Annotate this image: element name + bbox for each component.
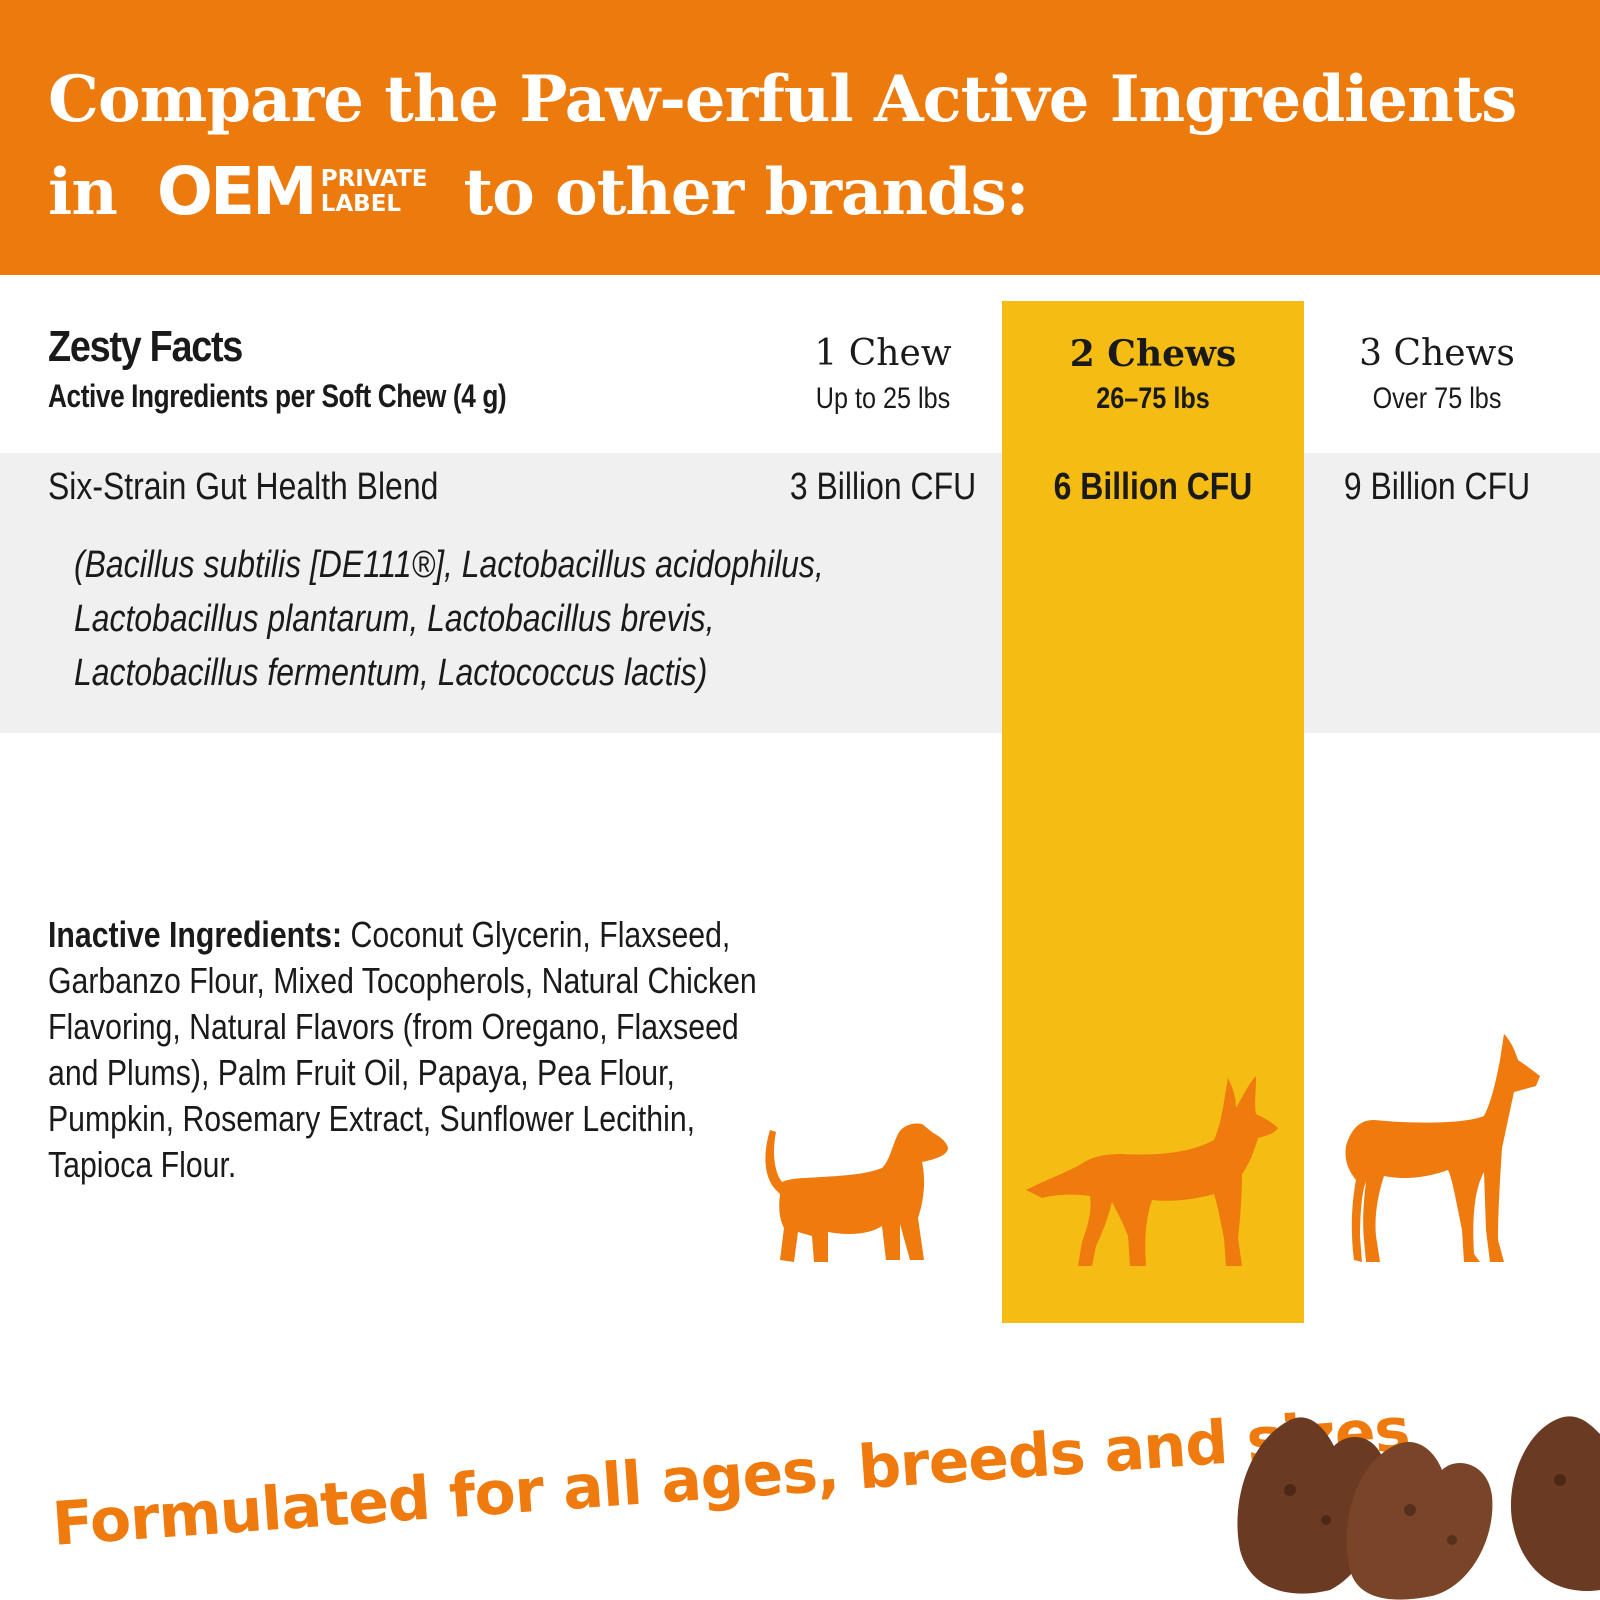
column-header-3-chews: 3 Chews Over 75 lbs <box>1287 328 1587 416</box>
logo-label: LABEL <box>320 191 402 217</box>
soft-chew-treats-image <box>1237 1416 1600 1600</box>
inactive-line: Inactive Ingredients: Coconut Glycerin, … <box>48 912 730 958</box>
column-header-2-chews: 2 Chews 26–75 lbs <box>1003 328 1303 416</box>
facts-subtitle: Active Ingredients per Soft Chew (4 g) <box>48 378 507 414</box>
strain-line: Lactobacillus fermentum, Lactococcus lac… <box>74 652 708 694</box>
strain-line: Lactobacillus plantarum, Lactobacillus b… <box>74 598 715 640</box>
column-name: 2 Chews <box>1069 333 1237 375</box>
headline-line-2: in OEM PRIVATE LABEL to other brands: <box>48 152 1030 232</box>
inactive-line: Tapioca Flour. <box>48 1144 237 1185</box>
inactive-label: Inactive Ingredients: <box>48 914 343 955</box>
inactive-text: Coconut Glycerin, Flaxseed, <box>342 914 731 955</box>
logo-private: PRIVATE <box>320 166 428 192</box>
inactive-line: Garbanzo Flour, Mixed Tocopherols, Natur… <box>48 960 757 1001</box>
logo-oem-text: OEM <box>156 153 318 230</box>
tagline: Formulated for all ages, breeds and size… <box>50 1395 1412 1560</box>
column-name: 1 Chew <box>814 333 952 374</box>
strain-line: (Bacillus subtilis [DE111®], Lactobacill… <box>74 544 824 586</box>
column-weight-range: Over 75 lbs <box>1372 382 1502 415</box>
cfu-value-3: 9 Billion CFU <box>1343 466 1531 508</box>
highlighted-column <box>1002 301 1304 1323</box>
column-name: 3 Chews <box>1359 333 1515 374</box>
column-weight-range: 26–75 lbs <box>1096 382 1210 415</box>
headline-suffix: to other brands: <box>463 154 1030 230</box>
oem-private-label-logo: OEM PRIVATE LABEL <box>157 159 428 225</box>
cfu-value-1: 3 Billion CFU <box>789 466 977 508</box>
inactive-ingredients: Inactive Ingredients: Coconut Glycerin, … <box>48 912 808 1188</box>
inactive-line: Pumpkin, Rosemary Extract, Sunflower Lec… <box>48 1098 696 1139</box>
inactive-line: Flavoring, Natural Flavors (from Oregano… <box>48 1006 739 1047</box>
cfu-value-2: 6 Billion CFU <box>1053 466 1253 508</box>
medium-dog-icon <box>1026 1076 1278 1266</box>
column-header-1-chew: 1 Chew Up to 25 lbs <box>733 328 1033 416</box>
facts-title: Zesty Facts <box>48 322 243 371</box>
blend-row-band <box>0 453 1002 733</box>
headline-line-1: Compare the Paw-erful Active Ingredients <box>48 62 1517 137</box>
strain-list: (Bacillus subtilis [DE111®], Lactobacill… <box>74 538 974 700</box>
large-dog-icon <box>1345 1034 1540 1262</box>
header-banner: Compare the Paw-erful Active Ingredients… <box>0 0 1600 275</box>
small-dog-icon <box>765 1123 948 1262</box>
column-weight-range: Up to 25 lbs <box>815 382 951 415</box>
headline-prefix: in <box>48 154 118 230</box>
blend-label: Six-Strain Gut Health Blend <box>48 466 439 508</box>
logo-private-label-text: PRIVATE LABEL <box>321 167 428 217</box>
inactive-line: and Plums), Palm Fruit Oil, Papaya, Pea … <box>48 1052 675 1093</box>
blend-row-band-right <box>1304 453 1600 733</box>
